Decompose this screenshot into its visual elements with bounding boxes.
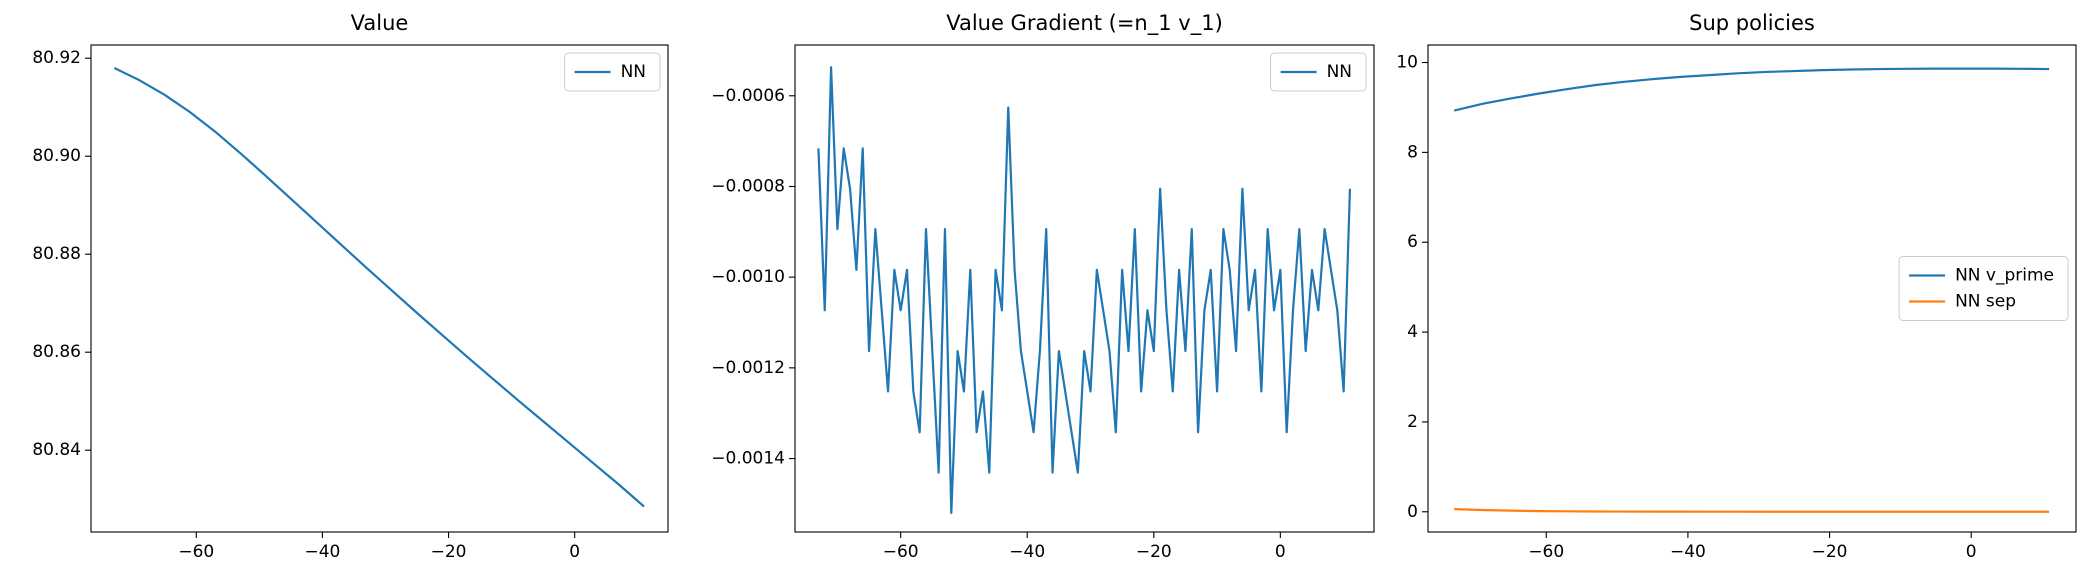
subplot: Value Gradient (=n_1 v_1) −60 −40 −20 0 −0.00… [711,11,1375,562]
legend: NN [564,52,661,92]
x-tick-label: 0 [1966,542,1977,562]
axes-frame [794,44,1375,533]
legend-label: NN v_prime [1955,266,2054,286]
chart-title: Sup policies [1689,11,1815,35]
x-tick-label: −20 [1812,542,1848,562]
y-tick-label: 80.90 [32,146,81,166]
y-tick-label: 80.92 [32,48,81,68]
chart-title: Value [351,11,409,35]
x-tick-label: 0 [569,542,580,562]
line-series [817,66,1352,515]
line-series [113,67,645,508]
y-tick-label: −0.0008 [711,176,785,196]
x-tick-label: −40 [1009,542,1045,562]
y-tick-label: 0 [1407,502,1418,522]
x-tick-label: −20 [431,542,467,562]
axes-frame [1427,44,2077,533]
axes-frame [90,44,669,533]
chart-title: Value Gradient (=n_1 v_1) [946,11,1223,36]
x-tick-label: −20 [1136,542,1172,562]
y-tick-label: 4 [1407,322,1418,342]
y-tick-label: 80.84 [32,440,81,460]
y-tick-label: 80.88 [32,244,81,264]
legend-box [1270,52,1367,92]
x-tick-label: −60 [178,542,214,562]
x-tick-label: −40 [1670,542,1706,562]
y-tick-label: 80.86 [32,342,81,362]
legend-label: NN [1327,62,1352,82]
x-tick-label: −60 [883,542,919,562]
y-tick-label: −0.0012 [711,358,785,378]
line-series [1453,67,2050,112]
legend-label: NN [621,62,646,82]
y-tick-label: −0.0006 [711,86,785,106]
legend: NN [1270,52,1367,92]
y-tick-label: 8 [1407,142,1418,162]
y-tick-label: 10 [1396,53,1418,73]
subplot: Value −60 −40 −20 0 80.84 80.86 80.88 80.90 80.92… [32,11,669,562]
legend: NN v_prime NN sep [1898,256,2069,321]
y-tick-label: −0.0014 [711,449,785,469]
legend-box [564,52,661,92]
x-tick-label: −40 [304,542,340,562]
y-tick-label: 6 [1407,232,1418,252]
x-tick-label: −60 [1528,542,1564,562]
legend-label: NN sep [1955,292,2016,312]
legend-box [1898,256,2069,321]
y-tick-label: 2 [1407,412,1418,432]
line-series [1454,507,2050,513]
y-tick-label: −0.0010 [711,267,785,287]
x-tick-label: 0 [1275,542,1286,562]
